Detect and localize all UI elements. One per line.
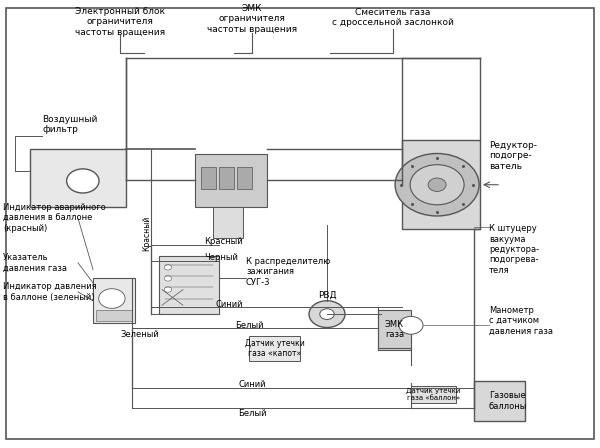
Text: ЭМК
газа: ЭМК газа xyxy=(385,320,404,340)
Bar xyxy=(30,149,126,207)
Circle shape xyxy=(67,169,99,193)
Text: Красный: Красный xyxy=(143,216,151,251)
Text: Указатель
давления газа: Указатель давления газа xyxy=(3,253,67,272)
Text: Черный: Черный xyxy=(204,253,238,262)
Text: Электронный блок
ограничителя
частоты вращения: Электронный блок ограничителя частоты вр… xyxy=(75,7,165,37)
Bar xyxy=(474,381,525,421)
Text: Редуктор-
подогре-
ватель: Редуктор- подогре- ватель xyxy=(489,141,537,171)
Text: РВД: РВД xyxy=(317,291,337,300)
Circle shape xyxy=(410,165,464,205)
Text: Датчик утечки
газа «баллон»: Датчик утечки газа «баллон» xyxy=(406,388,461,401)
Circle shape xyxy=(309,301,345,327)
Text: Манометр
с датчиком
давления газа: Манометр с датчиком давления газа xyxy=(489,306,553,336)
Bar xyxy=(96,310,132,321)
Circle shape xyxy=(399,316,423,334)
Text: К штуцеру
вакуума
редуктора-
подогрева-
теля: К штуцеру вакуума редуктора- подогрева- … xyxy=(489,224,539,275)
Circle shape xyxy=(98,289,125,308)
Text: Красный: Красный xyxy=(204,237,242,246)
Text: Датчик утечки
газа «капот»: Датчик утечки газа «капот» xyxy=(245,339,304,358)
Bar xyxy=(201,167,216,189)
Circle shape xyxy=(164,287,172,292)
Bar xyxy=(378,310,411,350)
Bar xyxy=(411,386,456,403)
Bar xyxy=(402,140,480,229)
Circle shape xyxy=(164,265,172,270)
Bar xyxy=(93,279,135,323)
Bar xyxy=(249,336,300,361)
Bar xyxy=(213,207,243,238)
Text: Синий: Синий xyxy=(216,300,244,309)
Circle shape xyxy=(320,309,334,319)
Circle shape xyxy=(164,276,172,281)
Text: Индикатор аварийного
давления в баллоне
(красный): Индикатор аварийного давления в баллоне … xyxy=(3,203,106,233)
Circle shape xyxy=(428,178,446,191)
Text: Газовые
баллоны: Газовые баллоны xyxy=(489,392,527,411)
Text: К распределителю
зажигания
СУГ-3: К распределителю зажигания СУГ-3 xyxy=(246,257,330,287)
Bar xyxy=(237,167,252,189)
Text: Синий: Синий xyxy=(238,380,266,389)
Text: Белый: Белый xyxy=(238,409,266,418)
Circle shape xyxy=(395,154,479,216)
Text: Индикатор давления
в баллоне (зеленый): Индикатор давления в баллоне (зеленый) xyxy=(3,282,97,302)
Text: Зеленый: Зеленый xyxy=(120,330,159,339)
Text: Белый: Белый xyxy=(235,321,263,330)
Text: ЭМК
ограничителя
частоты вращения: ЭМК ограничителя частоты вращения xyxy=(207,4,297,34)
Bar xyxy=(219,167,234,189)
Bar xyxy=(159,256,219,314)
Text: Смеситель газа
с дроссельной заслонкой: Смеситель газа с дроссельной заслонкой xyxy=(332,8,454,27)
Bar xyxy=(195,154,267,207)
Text: Воздушный
фильтр: Воздушный фильтр xyxy=(42,115,97,134)
